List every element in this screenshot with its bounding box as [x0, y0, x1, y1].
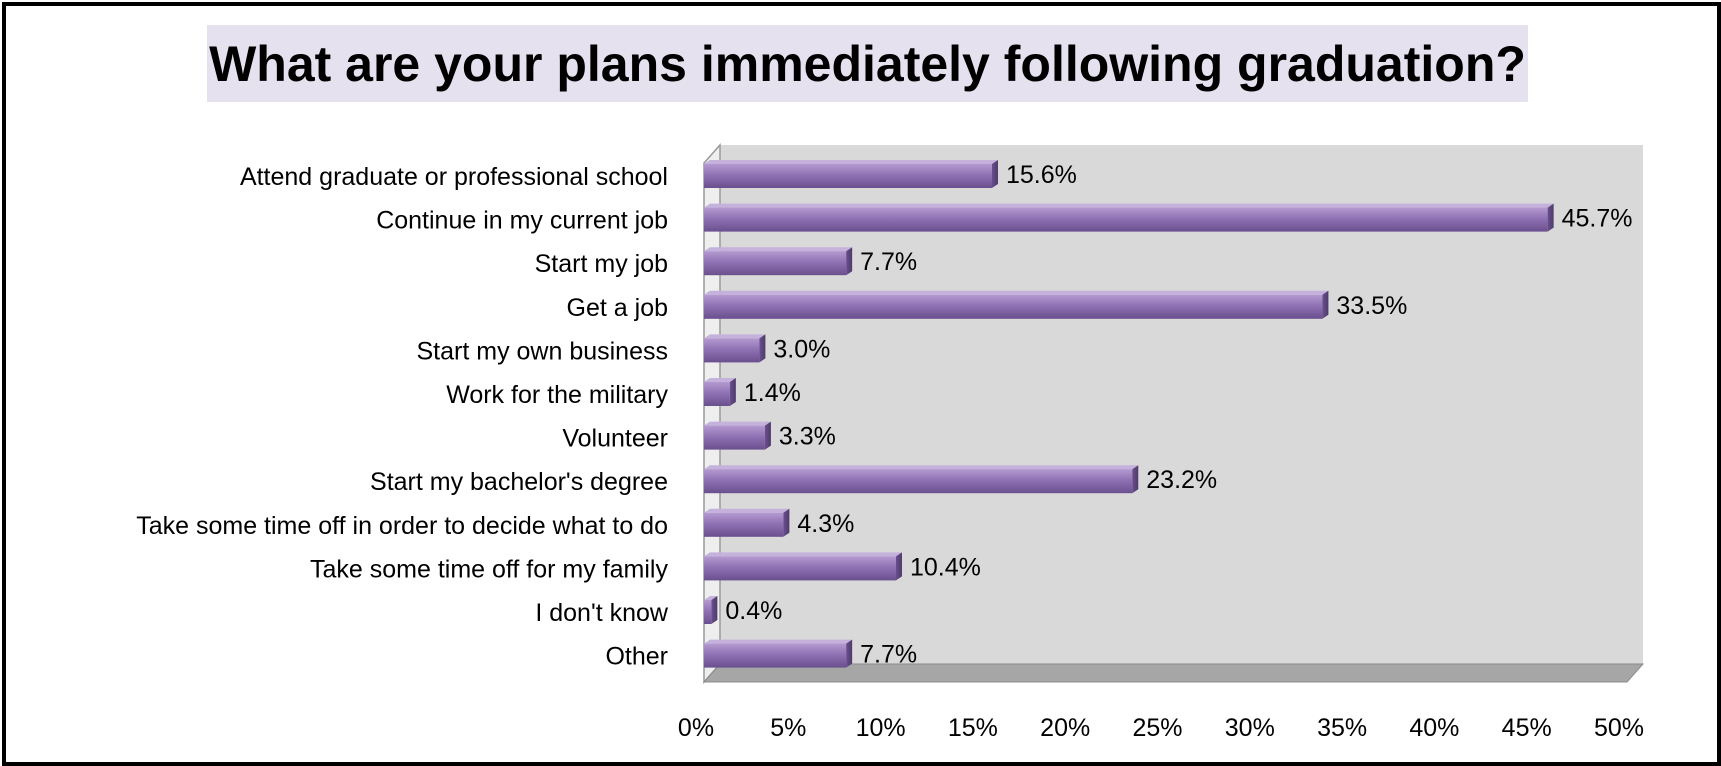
- value-label: 15.6%: [1006, 161, 1077, 189]
- bar-end-cap: [846, 247, 853, 276]
- bar-top: [704, 596, 718, 600]
- category-labels: Attend graduate or professional school Co…: [136, 163, 669, 671]
- category-label: Work for the military: [446, 381, 668, 409]
- x-axis-ticks: 0% 5% 10% 15% 20% 25% 30% 35% 40% 45% 50%: [678, 714, 1644, 742]
- category-label: I don't know: [535, 599, 669, 627]
- chart-title: What are your plans immediately followin…: [209, 35, 1526, 92]
- bar: [704, 160, 998, 188]
- value-label: 7.7%: [860, 641, 917, 669]
- x-tick-label: 45%: [1502, 714, 1552, 742]
- value-label: 10.4%: [910, 553, 981, 581]
- plot-back-wall: [720, 145, 1643, 664]
- bar: [704, 203, 1554, 232]
- x-tick-label: 15%: [948, 714, 998, 742]
- bar-end-cap: [759, 334, 766, 363]
- bar-front: [704, 164, 992, 188]
- bar: [704, 247, 853, 276]
- category-label: Start my own business: [417, 337, 669, 365]
- x-tick-label: 20%: [1040, 714, 1090, 742]
- category-label: Continue in my current job: [376, 207, 668, 235]
- bar-front: [704, 382, 730, 406]
- value-label: 4.3%: [797, 510, 854, 538]
- bar-end-cap: [1132, 465, 1139, 494]
- category-label: Take some time off for my family: [310, 555, 668, 583]
- category-label: Get a job: [567, 294, 668, 322]
- bar-end-cap: [711, 596, 718, 624]
- bar: [704, 290, 1329, 319]
- bar-top: [704, 378, 736, 382]
- bar-top: [704, 203, 1554, 208]
- bar: [704, 596, 718, 624]
- value-label: 33.5%: [1336, 292, 1407, 320]
- bar-front: [704, 251, 847, 276]
- category-label: Other: [605, 643, 668, 671]
- bar-top: [704, 421, 771, 426]
- chart-title-box: What are your plans immediately followin…: [207, 25, 1528, 102]
- bar-front: [704, 512, 784, 537]
- bar-front: [704, 338, 760, 363]
- bar-end-cap: [783, 508, 790, 537]
- value-label: 7.7%: [860, 248, 917, 276]
- bar-top: [704, 247, 853, 252]
- value-labels: 15.6% 45.7% 7.7% 33.5% 3.0% 1.4% 3.3% 23.2% 4.3%…: [725, 161, 1632, 669]
- value-label: 45.7%: [1562, 205, 1633, 233]
- bar-front: [704, 294, 1323, 319]
- x-tick-label: 40%: [1409, 714, 1459, 742]
- bar-top: [704, 160, 998, 164]
- bar-end-cap: [764, 421, 771, 450]
- x-tick-label: 0%: [678, 714, 714, 742]
- x-tick-label: 5%: [770, 714, 806, 742]
- value-label: 0.4%: [725, 597, 782, 625]
- bar: [704, 552, 902, 581]
- value-label: 1.4%: [744, 379, 801, 407]
- category-label: Take some time off in order to decide wh…: [136, 512, 668, 540]
- category-label: Start my job: [535, 250, 668, 278]
- bar-front: [704, 556, 896, 581]
- bar-front: [704, 207, 1548, 232]
- x-tick-label: 25%: [1132, 714, 1182, 742]
- bar: [704, 508, 790, 537]
- bar-end-cap: [1547, 203, 1554, 232]
- bar-end-cap: [846, 639, 853, 668]
- bar-end-cap: [895, 552, 902, 581]
- bar-end-cap: [1322, 290, 1329, 319]
- bar-end-cap: [729, 378, 736, 406]
- bar: [704, 334, 766, 363]
- bar-top: [704, 290, 1329, 295]
- bar-top: [704, 552, 902, 557]
- category-label: Start my bachelor's degree: [370, 468, 668, 496]
- value-label: 3.0%: [773, 335, 830, 363]
- x-tick-label: 50%: [1594, 714, 1644, 742]
- bar-top: [704, 465, 1139, 470]
- bar-series: [704, 160, 1554, 668]
- bar: [704, 465, 1139, 494]
- x-tick-label: 35%: [1317, 714, 1367, 742]
- bar: [704, 378, 736, 406]
- plot-floor: [702, 663, 1645, 683]
- value-label: 3.3%: [779, 423, 836, 451]
- bar-top: [704, 639, 853, 644]
- bar-front: [704, 425, 765, 450]
- bar-top: [704, 508, 790, 513]
- category-label: Attend graduate or professional school: [240, 163, 668, 191]
- category-label: Volunteer: [562, 425, 668, 453]
- x-tick-label: 30%: [1225, 714, 1275, 742]
- value-label: 23.2%: [1146, 466, 1217, 494]
- bar-front: [704, 643, 847, 668]
- bar-front: [704, 469, 1133, 494]
- bar: [704, 639, 853, 668]
- x-tick-label: 10%: [856, 714, 906, 742]
- bar-end-cap: [991, 160, 998, 188]
- bar-top: [704, 334, 766, 339]
- bar: [704, 421, 771, 450]
- bar-front: [704, 600, 712, 624]
